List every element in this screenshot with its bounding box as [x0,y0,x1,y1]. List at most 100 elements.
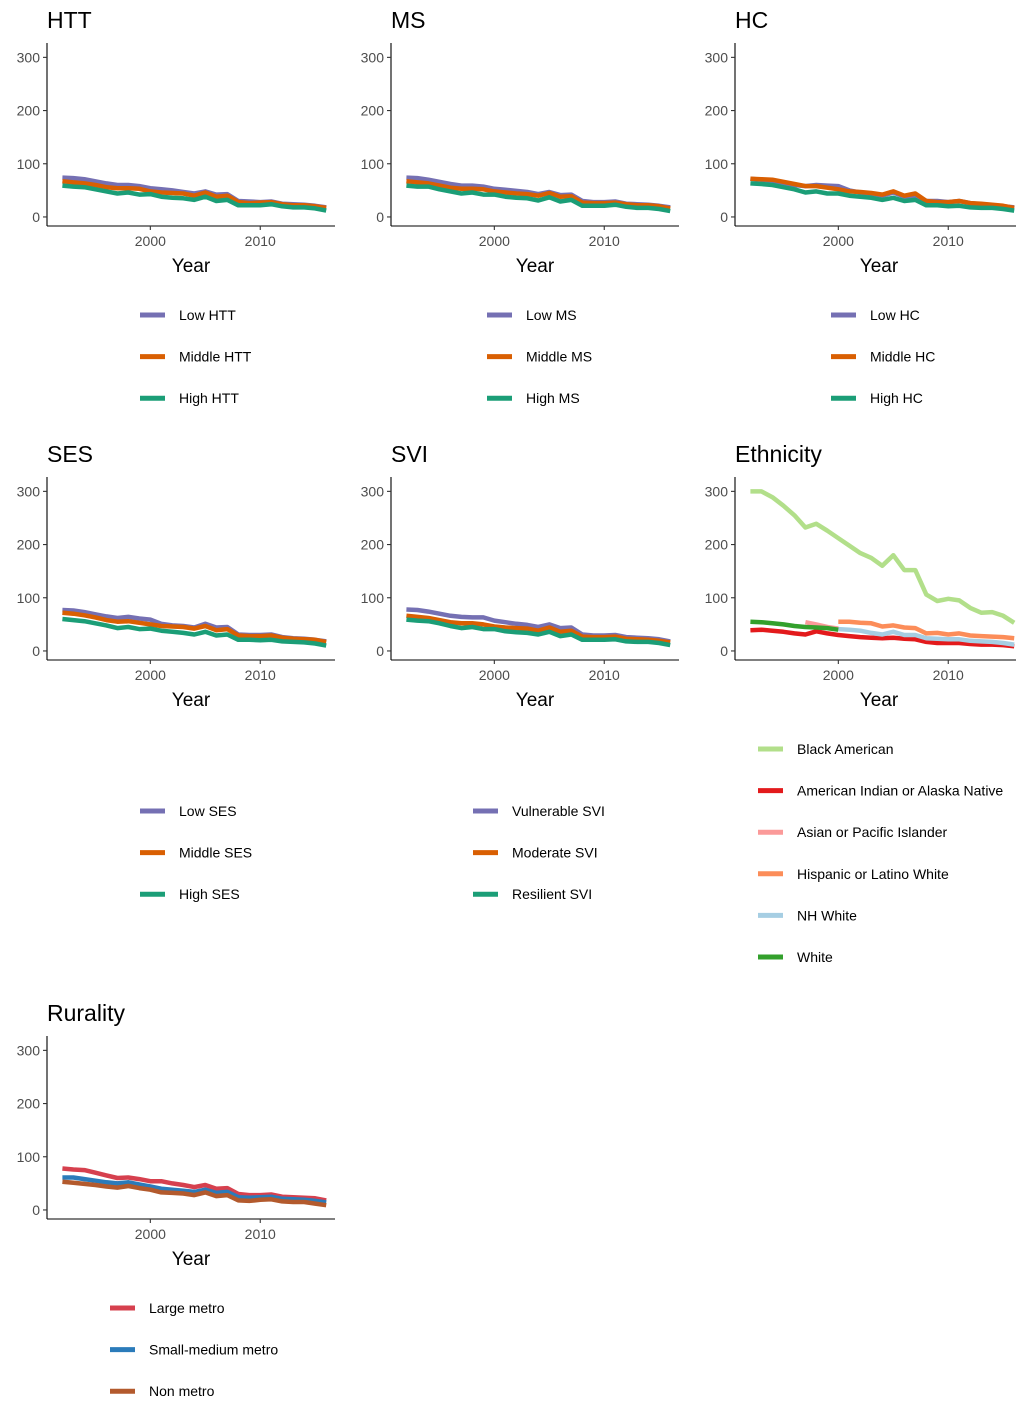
legend: Black American American Indian or Alaska … [758,741,1003,965]
chart-title: HTT [47,7,92,33]
series-line-2 [62,610,327,645]
x-axis-title: Year [516,690,555,711]
legend-label: Low HTT [179,307,236,323]
chart-title: Rurality [47,1000,125,1026]
series-line-3 [406,183,671,214]
legend-label: High SES [179,886,240,902]
legend-label: Moderate SVI [512,845,598,861]
x-axis-title: Year [172,256,211,277]
legend-label: High HTT [179,390,239,406]
series-line-5 [838,626,1015,647]
x-tick-label: 2000 [479,667,510,683]
legend-label: Black American [797,741,893,757]
y-tick-label: 100 [17,590,41,606]
y-tick-label: 100 [361,590,385,606]
y-tick-label: 100 [17,156,41,172]
x-tick-label: 2010 [245,233,276,249]
legend-label: Middle HC [870,349,935,365]
chart-6: Ethnicity 0 100 200 300 2000 2010 Year Black Ame… [705,441,1016,965]
y-tick-label: 0 [376,643,384,659]
legend-label: Non metro [149,1383,215,1399]
x-tick-label: 2010 [933,667,964,683]
series-line-2 [406,613,671,645]
legend-label: Resilient SVI [512,886,592,902]
legend-label: High HC [870,390,923,406]
y-tick-label: 200 [705,103,729,119]
y-tick-label: 200 [17,537,41,553]
chart-4: SES 0 100 200 300 2000 2010 Year Low SES Middle S… [17,441,335,902]
chart-3: HC 0 100 200 300 2000 2010 Year Low HC Middle HC H… [705,7,1016,406]
chart-title: SES [47,441,93,467]
chart-title: SVI [391,441,428,467]
x-axis-title: Year [172,690,211,711]
legend-label: Hispanic or Latino White [797,866,949,882]
y-tick-label: 300 [705,483,729,499]
y-tick-label: 0 [32,643,40,659]
y-tick-label: 300 [705,49,729,65]
series-line-1 [750,489,1016,625]
legend-label: Vulnerable SVI [512,803,605,819]
y-tick-label: 300 [17,49,41,65]
x-tick-label: 2000 [135,1226,166,1242]
x-tick-label: 2000 [135,233,166,249]
x-tick-label: 2010 [589,233,620,249]
legend-label: Low HC [870,307,920,323]
chart-title: HC [735,7,768,33]
x-tick-label: 2010 [933,233,964,249]
y-tick-label: 200 [17,103,41,119]
legend-label: Middle SES [179,845,252,861]
x-tick-label: 2000 [823,667,854,683]
legend-label: Asian or Pacific Islander [797,824,948,840]
series-line-3 [62,616,327,648]
x-axis-title: Year [860,256,899,277]
series-line-3 [62,1179,327,1208]
y-tick-label: 0 [32,209,40,225]
series-line-3 [62,183,327,213]
y-tick-label: 200 [17,1096,41,1112]
series-line-3 [406,617,671,648]
y-tick-label: 100 [361,156,385,172]
y-tick-label: 100 [705,156,729,172]
chart-2: MS 0 100 200 300 2000 2010 Year Low MS Middle MS H… [361,7,679,406]
y-tick-label: 200 [705,537,729,553]
series-line-3 [750,181,1015,213]
x-axis-title: Year [860,690,899,711]
chart-5: SVI 0 100 200 300 2000 2010 Year Vulnerable SVI M… [361,441,679,902]
y-tick-label: 300 [361,49,385,65]
y-tick-label: 200 [361,103,385,119]
x-tick-label: 2000 [479,233,510,249]
chart-7: Rurality 0 100 200 300 2000 2010 Year Large metr… [17,1000,335,1399]
legend-label: Large metro [149,1300,225,1316]
y-tick-label: 0 [720,209,728,225]
series-line-2 [62,1175,327,1205]
x-axis-title: Year [516,256,555,277]
legend: Low MS Middle MS High MS [487,307,592,406]
y-tick-label: 300 [361,483,385,499]
series-line-2 [750,627,1015,649]
legend-label: Low SES [179,803,237,819]
legend-label: NH White [797,907,857,923]
x-tick-label: 2010 [245,667,276,683]
chart-title: MS [391,7,426,33]
x-axis-title: Year [172,1249,211,1270]
legend: Low SES Middle SES High SES [140,803,252,902]
legend-label: High MS [526,390,580,406]
x-tick-label: 2000 [823,233,854,249]
x-tick-label: 2000 [135,667,166,683]
chart-1: HTT 0 100 200 300 2000 2010 Year Low HTT Middle H… [17,7,335,406]
legend: Low HTT Middle HTT High HTT [140,307,252,406]
legend: Low HC Middle HC High HC [831,307,935,406]
legend-label: Middle MS [526,349,592,365]
x-tick-label: 2010 [589,667,620,683]
y-tick-label: 0 [32,1202,40,1218]
y-tick-label: 200 [361,537,385,553]
chart-title: Ethnicity [735,441,822,467]
legend-label: White [797,949,833,965]
series-line-4 [838,619,1015,641]
legend: Large metro Small-medium metro Non metro [110,1300,278,1399]
y-tick-label: 100 [17,1149,41,1165]
series-line-6 [750,619,839,632]
series-line-2 [406,179,671,211]
legend-label: Small-medium metro [149,1342,278,1358]
